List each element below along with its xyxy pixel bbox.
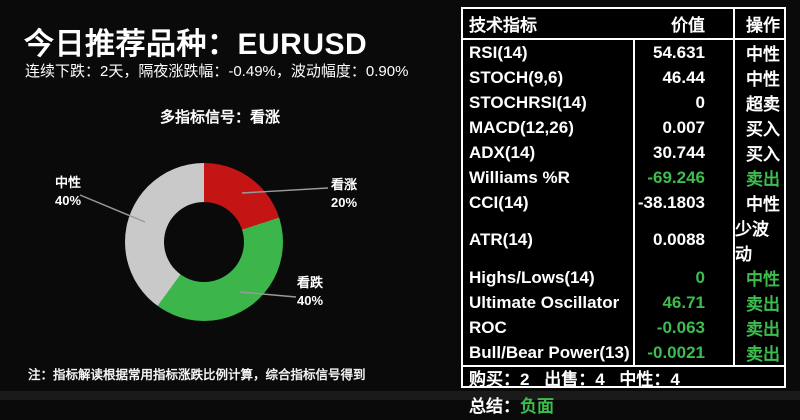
indicator-value: 54.631	[635, 40, 735, 65]
indicator-action: 卖出	[746, 345, 780, 364]
indicator-action: 中性	[746, 195, 780, 214]
indicator-table-body: RSI(14) 54.631 中性 STOCH(9,6) 46.44 中性 STOCHRSI…	[463, 40, 784, 367]
indicator-action: 买入	[746, 145, 780, 164]
indicator-name: MACD(12,26)	[463, 115, 635, 140]
indicator-name: Williams %R	[463, 165, 635, 190]
donut-hole	[164, 202, 244, 282]
neutral-count: 4	[670, 370, 680, 389]
indicator-name: ROC	[463, 315, 635, 340]
indicator-action: 超卖	[746, 95, 780, 114]
indicator-name: ADX(14)	[463, 140, 635, 165]
indicator-action: 买入	[746, 120, 780, 139]
donut-chart	[125, 163, 283, 321]
slice-label-neutral: 中性 40%	[55, 174, 81, 210]
indicator-value: 0	[635, 90, 735, 115]
slice-label-pct: 20%	[331, 195, 358, 210]
indicator-action: 卖出	[746, 170, 780, 189]
header-indicator: 技术指标	[469, 16, 537, 35]
indicator-name: Ultimate Oscillator	[463, 290, 635, 315]
buy-count: 2	[520, 370, 530, 389]
summary-conclusion: 总结：负面	[469, 395, 784, 419]
slice-label-text: 中性	[55, 175, 82, 190]
summary-counts: 购买：2 出售：4 中性：4	[469, 368, 784, 392]
indicator-value: 0.007	[635, 115, 735, 140]
table-row: RSI(14) 54.631 中性	[463, 40, 784, 65]
footnote: 注：指标解读根据常用指标涨跌比例计算，综合指标信号得到	[28, 368, 366, 382]
indicator-action: 卖出	[746, 320, 780, 339]
table-row: Bull/Bear Power(13) -0.0021 卖出	[463, 340, 784, 365]
indicator-name: ATR(14)	[463, 215, 635, 265]
indicator-table: 技术指标 价值 操作 RSI(14) 54.631 中性 STOCH(9,6) 46.4…	[461, 7, 786, 416]
table-row: MACD(12,26) 0.007 买入	[463, 115, 784, 140]
indicator-value: 46.71	[635, 290, 735, 315]
indicator-value: -69.246	[635, 165, 735, 190]
table-row: ROC -0.063 卖出	[463, 315, 784, 340]
neutral-label: 中性：	[619, 370, 671, 389]
indicator-value: 30.744	[635, 140, 735, 165]
multi-indicator-signal: 多指标信号：看涨	[159, 109, 280, 126]
table-row: Ultimate Oscillator 46.71 卖出	[463, 290, 784, 315]
page-title: 今日推荐品种：EURUSD	[24, 28, 368, 61]
indicator-value: 0	[635, 265, 735, 290]
indicator-action: 中性	[746, 45, 780, 64]
bottom-strip	[0, 391, 800, 400]
slice-label-text: 看涨	[331, 177, 358, 192]
indicator-name: Bull/Bear Power(13)	[463, 340, 635, 365]
sell-label: 出售：	[544, 370, 596, 389]
indicator-name: STOCH(9,6)	[463, 65, 635, 90]
table-summary: 购买：2 出售：4 中性：4 总结：负面	[463, 367, 784, 420]
indicator-action: 少波动	[735, 220, 769, 264]
table-row: ADX(14) 30.744 买入	[463, 140, 784, 165]
indicator-action: 中性	[746, 270, 780, 289]
indicator-action: 中性	[746, 70, 780, 89]
header-value: 价值	[635, 9, 735, 38]
table-header: 技术指标 价值 操作	[463, 9, 784, 40]
slice-label-text: 看跌	[297, 275, 324, 290]
slice-label-bearish: 看跌 40%	[297, 274, 323, 310]
slice-label-bullish: 看涨 20%	[331, 176, 357, 212]
buy-label: 购买：	[469, 370, 520, 389]
table-row: Williams %R -69.246 卖出	[463, 165, 784, 190]
slice-label-pct: 40%	[297, 293, 324, 308]
indicator-name: Highs/Lows(14)	[463, 265, 635, 290]
table-row: STOCHRSI(14) 0 超卖	[463, 90, 784, 115]
indicator-name: RSI(14)	[463, 40, 635, 65]
indicator-value: -0.0021	[635, 340, 735, 365]
header-action: 操作	[746, 16, 780, 35]
indicator-name: STOCHRSI(14)	[463, 90, 635, 115]
indicator-value: 46.44	[635, 65, 735, 90]
table-row: CCI(14) -38.1803 中性	[463, 190, 784, 215]
slice-label-pct: 40%	[55, 193, 82, 208]
table-row: STOCH(9,6) 46.44 中性	[463, 65, 784, 90]
indicator-value: 0.0088	[635, 215, 735, 265]
indicator-value: -0.063	[635, 315, 735, 340]
stats-subtitle: 连续下跌：2天，隔夜涨跌幅：-0.49%，波动幅度：0.90%	[25, 63, 409, 80]
table-row: Highs/Lows(14) 0 中性	[463, 265, 784, 290]
sell-count: 4	[595, 370, 605, 389]
indicator-value: -38.1803	[635, 190, 735, 215]
indicator-name: CCI(14)	[463, 190, 635, 215]
table-row: ATR(14) 0.0088 少波动	[463, 215, 784, 265]
indicator-action: 卖出	[746, 295, 780, 314]
